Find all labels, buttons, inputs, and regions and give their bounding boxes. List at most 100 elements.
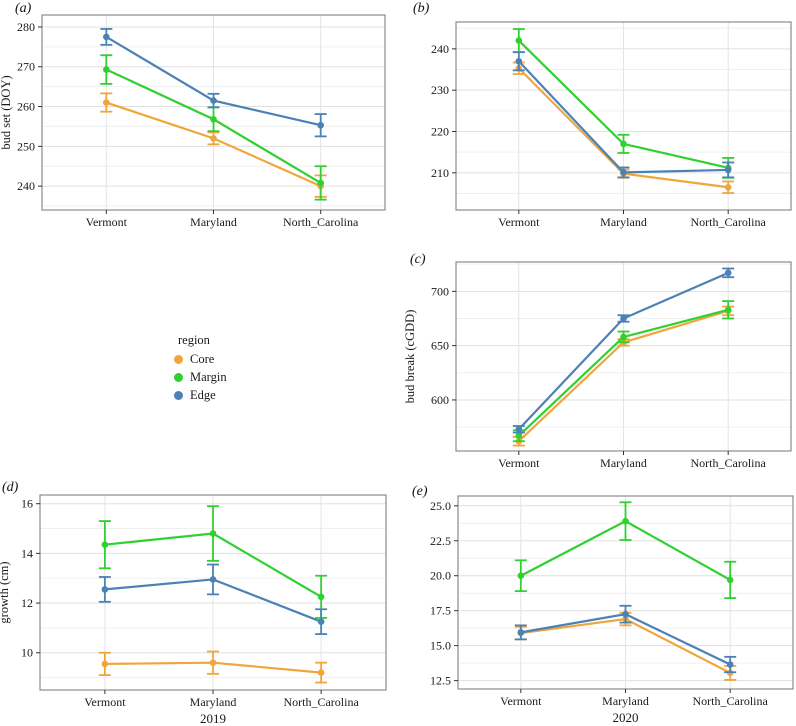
y-axis-title: bud break (cGDD) — [403, 310, 417, 404]
x-tick-label: Maryland — [600, 456, 647, 470]
x-tick-label: North_Carolina — [693, 694, 769, 708]
panel-label-d: (d) — [2, 480, 19, 495]
y-tick-label: 220 — [431, 124, 449, 138]
x-tick-label: North_Carolina — [691, 215, 767, 229]
y-tick-label: 25.0 — [430, 499, 451, 513]
data-point — [724, 269, 732, 277]
x-tick-label: Vermont — [84, 695, 126, 709]
y-tick-label: 16 — [21, 497, 33, 511]
y-tick-label: 15.0 — [430, 639, 451, 653]
x-tick-label: Maryland — [190, 695, 237, 709]
chart-bud-break-cgdd: 600 650 700 Vermont Maryland North_Carolina bu… — [403, 261, 792, 470]
data-point — [101, 541, 109, 548]
panel-c: (c) 600 650 700 Vermont Maryland North_Caroli… — [398, 240, 796, 482]
panel-d: (d) 10 12 14 16 Vermont Maryland North_Carolin… — [0, 480, 398, 726]
y-tick-label: 10 — [21, 646, 33, 660]
y-tick-label: 280 — [17, 20, 35, 34]
y-axis-title: growth (cm) — [0, 561, 11, 623]
y-tick-label: 700 — [431, 284, 449, 298]
y-tick-label: 650 — [431, 339, 449, 353]
y-axis: 10 12 14 16 — [21, 497, 40, 660]
series-edge — [100, 28, 327, 138]
x-tick-label: Maryland — [602, 694, 649, 708]
chart-bud-set-second-year: 210 220 230 240 Vermont Maryland North_Carolin… — [431, 21, 792, 229]
data-point — [210, 115, 217, 123]
data-point — [515, 57, 523, 65]
y-tick-label: 22.5 — [430, 534, 451, 548]
y-axis-title: bud set (DOY) — [0, 75, 13, 149]
x-axis: Vermont Maryland North_Carolina — [84, 690, 359, 709]
data-point — [210, 97, 217, 104]
data-point — [317, 593, 325, 601]
legend-item-core: Core — [174, 350, 227, 368]
legend-item-label: Margin — [190, 370, 227, 384]
series-core — [98, 650, 328, 684]
legend-item-edge: Edge — [174, 386, 227, 404]
y-tick-label: 14 — [21, 546, 33, 560]
x-axis-title: 2020 — [613, 710, 639, 725]
data-point — [726, 661, 734, 668]
chart-growth-2020: 12.5 15.0 17.5 20.0 22.5 25.0 Vermont Maryland N… — [430, 495, 794, 725]
data-point — [622, 610, 629, 618]
legend-region: region Core Margin Edge — [174, 331, 227, 404]
data-point — [101, 586, 109, 593]
legend-item-label: Core — [190, 352, 215, 366]
data-point — [620, 315, 627, 322]
data-point — [209, 530, 217, 537]
x-tick-label: Maryland — [600, 215, 647, 229]
y-tick-label: 600 — [431, 393, 449, 407]
panel-label-c: (c) — [410, 252, 426, 267]
data-point — [515, 37, 523, 44]
margin-marker-icon — [174, 372, 183, 382]
x-axis: Vermont Maryland North_Carolina — [498, 451, 767, 470]
x-axis-title: 2019 — [200, 711, 226, 726]
x-tick-label: Vermont — [498, 215, 540, 229]
data-point — [622, 517, 629, 525]
panel-label-e: (e) — [412, 484, 428, 499]
y-axis: 240 250 260 270 280 — [17, 20, 42, 193]
data-point — [517, 629, 525, 636]
data-point — [515, 432, 523, 440]
gridlines — [458, 496, 793, 689]
data-point — [724, 306, 732, 314]
y-tick-label: 20.0 — [430, 569, 451, 583]
panel-e: (e) 12.5 15.0 17.5 20.0 22.5 25.0 Vermont Maryl… — [398, 480, 796, 726]
core-marker-icon — [174, 354, 183, 364]
data-point — [517, 572, 525, 580]
data-point — [209, 659, 217, 666]
data-point — [724, 183, 732, 191]
data-point — [620, 333, 627, 341]
data-point — [103, 66, 110, 73]
data-point — [726, 576, 734, 584]
x-tick-label: North_Carolina — [283, 215, 359, 229]
chart-bud-set-doy: 240 250 260 270 280 Vermont Maryland North_Caro… — [0, 14, 386, 229]
x-axis: Vermont Maryland North_Carolina — [498, 210, 767, 229]
legend-title: region — [178, 333, 210, 347]
y-tick-label: 260 — [17, 100, 35, 114]
y-axis: 210 220 230 240 — [431, 42, 456, 180]
legend-item-label: Edge — [190, 388, 216, 402]
series-edge — [98, 563, 328, 636]
data-point — [103, 33, 110, 41]
data-point — [317, 179, 324, 187]
y-tick-label: 250 — [17, 139, 35, 153]
y-tick-label: 17.5 — [430, 604, 451, 618]
data-point — [317, 121, 324, 129]
data-point — [620, 140, 627, 148]
y-axis: 12.5 15.0 17.5 20.0 22.5 25.0 — [430, 499, 458, 688]
y-tick-label: 12.5 — [430, 674, 451, 688]
x-tick-label: Vermont — [86, 215, 128, 229]
data-point — [515, 425, 523, 433]
panel-a: (a) 240 250 260 270 280 Vermont Maryland North_… — [0, 0, 398, 240]
data-point — [209, 576, 217, 583]
legend-item-margin: Margin — [174, 368, 227, 386]
x-axis: Vermont Maryland North_Carolina — [86, 210, 359, 229]
x-tick-label: North_Carolina — [283, 695, 359, 709]
panel-label-a: (a) — [15, 1, 32, 16]
x-axis: Vermont Maryland North_Carolina — [500, 689, 769, 708]
data-point — [101, 660, 109, 668]
series-edge — [514, 604, 737, 674]
series-edge — [512, 267, 735, 434]
data-point — [317, 618, 325, 625]
